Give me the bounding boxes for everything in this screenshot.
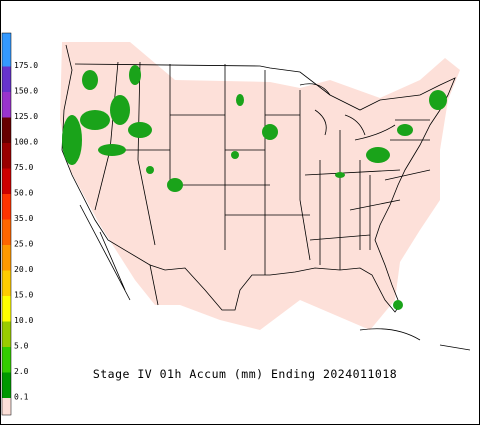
legend-label: 15.0 <box>14 291 33 300</box>
legend-swatch <box>2 219 11 245</box>
legend-label: 125.0 <box>14 112 38 121</box>
legend-label: 20.0 <box>14 265 33 274</box>
legend-swatch <box>2 347 11 373</box>
precip-areas <box>62 65 447 310</box>
great-lakes <box>299 83 396 141</box>
legend-swatch <box>2 143 11 169</box>
legend-border <box>1 32 12 416</box>
legend-swatch <box>2 270 11 296</box>
legend-swatch <box>2 194 11 220</box>
legend-label: 75.0 <box>14 163 33 172</box>
legend-label: 0.1 <box>14 393 29 402</box>
legend: 175.0 150.0 125.0 100.0 75.0 50.0 35.0 25.0 20.0… <box>1 32 38 416</box>
map <box>60 42 471 351</box>
map-title: Stage IV 01h Accum (mm) Ending 202401101… <box>93 367 397 381</box>
legend-swatch-none <box>2 398 11 415</box>
legend-swatch <box>2 66 11 92</box>
legend-label: 5.0 <box>14 342 29 351</box>
legend-label: 100.0 <box>14 138 38 147</box>
legend-label: 10.0 <box>14 316 33 325</box>
legend-label: 175.0 <box>14 61 38 70</box>
legend-label: 2.0 <box>14 367 29 376</box>
west-coast <box>61 44 159 306</box>
radar-coverage <box>60 42 460 330</box>
legend-label: 150.0 <box>14 87 38 96</box>
legend-label: 35.0 <box>14 214 33 223</box>
legend-swatch <box>2 41 11 67</box>
legend-swatch <box>2 245 11 271</box>
legend-swatch <box>2 372 11 398</box>
legend-swatch <box>2 168 11 194</box>
legend-swatch <box>2 117 11 143</box>
legend-label: 25.0 <box>14 240 33 249</box>
us-outline <box>74 63 456 313</box>
legend-swatch <box>2 33 11 41</box>
legend-swatch <box>2 321 11 347</box>
coastal-features <box>79 204 471 351</box>
legend-swatch <box>2 296 11 322</box>
legend-label: 50.0 <box>14 189 33 198</box>
legend-swatch <box>2 92 11 118</box>
